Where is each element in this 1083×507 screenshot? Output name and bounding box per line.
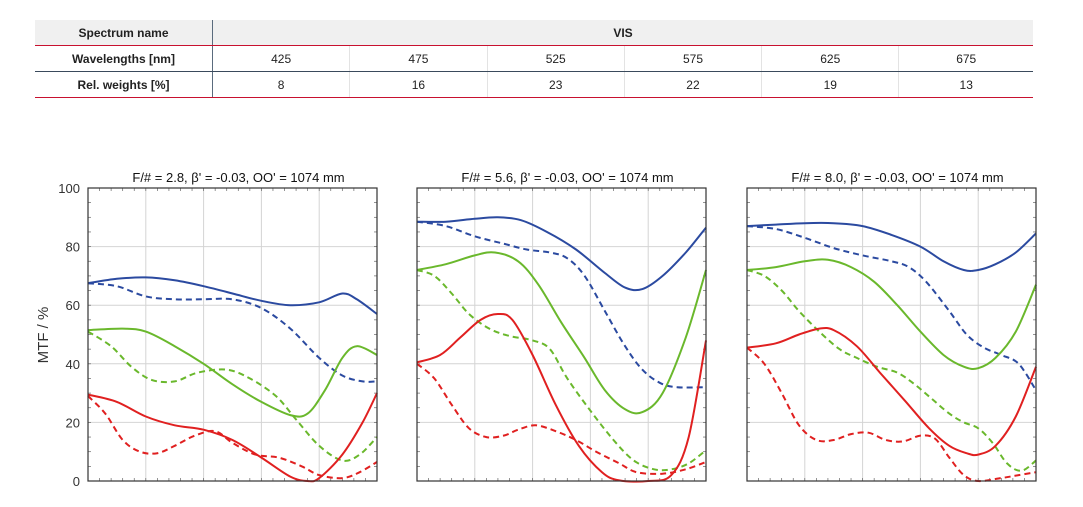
y-tick-label: 100 (58, 181, 80, 196)
series-line (746, 269, 1037, 472)
y-tick-label: 0 (73, 474, 80, 489)
weight-cell: 22 (623, 71, 762, 98)
series-line (746, 225, 1037, 391)
series-line (746, 346, 1037, 483)
series-line (87, 276, 378, 315)
chart-title: F/# = 5.6, β' = -0.03, OO' = 1074 mm (461, 170, 673, 185)
y-tick-label: 80 (66, 240, 80, 255)
plot-frame (746, 187, 1037, 482)
wavelength-cell: 575 (623, 45, 762, 72)
spectrum-name-value: VIS (212, 20, 1033, 46)
weight-cell: 16 (349, 71, 488, 98)
series-line (87, 327, 378, 418)
y-tick-label: 40 (66, 357, 80, 372)
series-line (416, 312, 707, 483)
weight-cell: 13 (898, 71, 1033, 98)
series-line (746, 221, 1037, 272)
series-line (87, 395, 378, 480)
weight-cell: 19 (761, 71, 899, 98)
series-line (746, 327, 1037, 457)
wavelength-cell: 425 (212, 45, 350, 72)
wavelengths-label: Wavelengths [nm] (35, 45, 213, 72)
chart-title: F/# = 8.0, β' = -0.03, OO' = 1074 mm (791, 170, 1003, 185)
series-line (87, 330, 378, 462)
plot-frame (416, 187, 707, 482)
series-line (87, 392, 378, 483)
wavelength-cell: 525 (486, 45, 625, 72)
series-line (416, 251, 707, 415)
wavelength-cell: 475 (349, 45, 488, 72)
series-line (416, 269, 707, 472)
weight-cell: 23 (486, 71, 625, 98)
plot-frame (87, 187, 378, 482)
series-line (87, 282, 378, 383)
spectrum-table: Spectrum name VIS Wavelengths [nm] 425 4… (35, 20, 1033, 98)
spectrum-name-label: Spectrum name (35, 20, 213, 46)
weight-cell: 8 (212, 71, 350, 98)
y-tick-label: 20 (66, 415, 80, 430)
table-row: Spectrum name VIS (35, 20, 1033, 46)
series-line (416, 216, 707, 292)
table-row: Rel. weights [%] 8 16 23 22 19 13 (35, 71, 1033, 98)
series-line (416, 363, 707, 475)
y-axis-label: MTF / % (35, 307, 52, 364)
table-row: Wavelengths [nm] 425 475 525 575 625 675 (35, 45, 1033, 72)
series-line (746, 258, 1037, 370)
weights-label: Rel. weights [%] (35, 71, 213, 98)
series-line (416, 220, 707, 389)
wavelength-cell: 625 (761, 45, 899, 72)
y-tick-label: 60 (66, 298, 80, 313)
wavelength-cell: 675 (898, 45, 1033, 72)
chart-title: F/# = 2.8, β' = -0.03, OO' = 1074 mm (132, 170, 344, 185)
